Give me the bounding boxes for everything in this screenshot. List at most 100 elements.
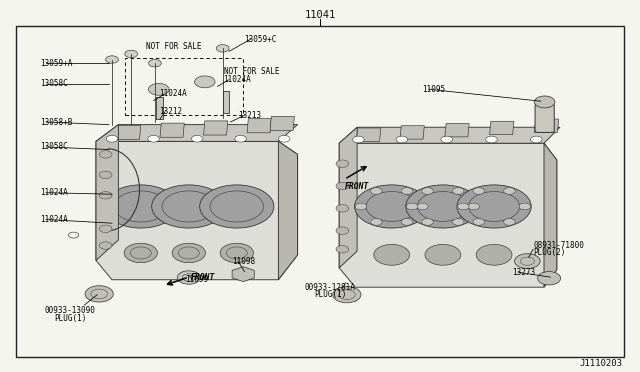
Polygon shape (339, 127, 560, 143)
Circle shape (374, 244, 410, 265)
Circle shape (278, 135, 290, 142)
Polygon shape (445, 124, 469, 137)
Circle shape (401, 219, 413, 225)
Polygon shape (232, 267, 254, 282)
Circle shape (534, 96, 555, 108)
Circle shape (458, 203, 469, 210)
Text: 11099: 11099 (186, 275, 209, 283)
FancyBboxPatch shape (156, 97, 163, 119)
Polygon shape (544, 143, 557, 287)
Circle shape (148, 83, 169, 95)
Circle shape (148, 60, 161, 67)
Circle shape (355, 203, 367, 210)
Circle shape (148, 135, 159, 142)
Text: 13059+A: 13059+A (40, 59, 72, 68)
Polygon shape (96, 141, 298, 280)
Circle shape (452, 187, 464, 194)
Circle shape (333, 286, 361, 303)
Text: 13212: 13212 (159, 107, 182, 116)
Circle shape (200, 185, 274, 228)
Text: 13059+C: 13059+C (244, 35, 277, 44)
Circle shape (504, 187, 515, 194)
Circle shape (99, 192, 112, 199)
Circle shape (216, 45, 229, 52)
Text: PLUG(1): PLUG(1) (314, 290, 346, 299)
Circle shape (353, 136, 364, 143)
Circle shape (355, 185, 429, 228)
Text: NOT FOR SALE: NOT FOR SALE (224, 67, 280, 76)
Circle shape (457, 185, 531, 228)
Text: 13273: 13273 (512, 268, 535, 277)
FancyBboxPatch shape (535, 104, 554, 132)
Text: 13058C: 13058C (40, 142, 67, 151)
Polygon shape (204, 121, 228, 135)
Text: J1110203: J1110203 (579, 359, 622, 368)
Circle shape (124, 243, 157, 263)
Circle shape (531, 136, 542, 143)
Polygon shape (160, 123, 184, 137)
Circle shape (519, 203, 531, 210)
Circle shape (425, 244, 461, 265)
Circle shape (99, 151, 112, 158)
Polygon shape (116, 125, 141, 140)
Text: NOT FOR SALE: NOT FOR SALE (146, 42, 202, 51)
Circle shape (191, 135, 203, 142)
FancyBboxPatch shape (16, 26, 624, 357)
Text: 13058C: 13058C (40, 79, 67, 88)
Text: 11095: 11095 (422, 85, 445, 94)
Circle shape (473, 187, 484, 194)
Circle shape (371, 187, 382, 194)
Circle shape (336, 160, 349, 167)
Circle shape (406, 185, 480, 228)
Polygon shape (534, 119, 559, 132)
Polygon shape (247, 119, 271, 133)
Polygon shape (356, 128, 381, 141)
Polygon shape (96, 125, 298, 141)
Circle shape (452, 219, 464, 225)
Polygon shape (278, 141, 298, 280)
Circle shape (441, 136, 452, 143)
Circle shape (99, 225, 112, 232)
Circle shape (336, 205, 349, 212)
Circle shape (468, 203, 479, 210)
Polygon shape (400, 126, 424, 139)
Polygon shape (96, 125, 118, 260)
Circle shape (336, 246, 349, 253)
Text: PLUG(2): PLUG(2) (533, 248, 566, 257)
Circle shape (195, 76, 215, 88)
Circle shape (336, 182, 349, 190)
FancyBboxPatch shape (223, 91, 229, 113)
Circle shape (220, 243, 253, 263)
Polygon shape (270, 116, 294, 131)
Circle shape (396, 136, 408, 143)
Circle shape (336, 227, 349, 234)
Text: FRONT: FRONT (344, 182, 369, 191)
Text: 13058+B: 13058+B (40, 118, 72, 126)
Polygon shape (490, 121, 514, 135)
Circle shape (406, 203, 418, 210)
Text: 11041: 11041 (305, 10, 335, 20)
Circle shape (417, 203, 428, 210)
Text: 11098: 11098 (232, 257, 255, 266)
Text: 11024A: 11024A (40, 215, 67, 224)
Circle shape (104, 185, 178, 228)
Circle shape (476, 244, 512, 265)
Circle shape (152, 185, 226, 228)
Circle shape (106, 135, 118, 142)
Circle shape (401, 187, 413, 194)
Text: 11024A: 11024A (40, 188, 67, 197)
Text: 00933-13090: 00933-13090 (45, 306, 96, 315)
Text: 00933-1281A: 00933-1281A (305, 283, 356, 292)
Circle shape (473, 219, 484, 225)
Circle shape (486, 136, 497, 143)
Text: 11024A: 11024A (223, 75, 250, 84)
Text: 13213: 13213 (238, 111, 261, 120)
Circle shape (99, 242, 112, 249)
Circle shape (538, 272, 561, 285)
Text: 08931-71800: 08931-71800 (533, 241, 584, 250)
Circle shape (515, 254, 540, 269)
Circle shape (422, 219, 433, 225)
Circle shape (99, 171, 112, 179)
Text: FRONT: FRONT (191, 273, 215, 282)
Polygon shape (339, 143, 557, 287)
